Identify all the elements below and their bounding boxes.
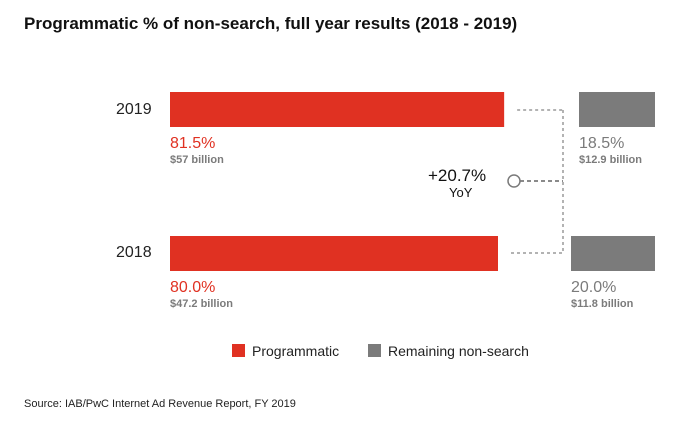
amount-label-programmatic-2019: $57 billion [170, 154, 224, 166]
legend-label-programmatic: Programmatic [252, 343, 340, 359]
amount-label-programmatic-2018: $47.2 billion [170, 298, 233, 310]
yoy-value: +20.7% [428, 166, 487, 185]
category-label-2019: 2019 [116, 101, 152, 118]
source-note: Source: IAB/PwC Internet Ad Revenue Repo… [24, 398, 296, 410]
data-label-remaining-2018: 20.0% [571, 279, 617, 296]
amount-label-remaining-2019: $12.9 billion [579, 154, 642, 166]
data-label-remaining-2019: 18.5% [579, 135, 625, 152]
bar-programmatic-2018 [170, 236, 498, 271]
amount-label-remaining-2018: $11.8 billion [571, 298, 634, 310]
yoy-marker [507, 174, 521, 188]
bar-remaining-2019 [579, 92, 655, 127]
legend-swatch-remaining [368, 344, 381, 357]
bar-remaining-2018 [571, 236, 655, 271]
chart-title: Programmatic % of non-search, full year … [24, 14, 518, 33]
bar-programmatic-2019 [170, 92, 505, 127]
legend-label-remaining: Remaining non-search [388, 343, 529, 359]
legend-swatch-programmatic [232, 344, 245, 357]
data-label-programmatic-2018: 80.0% [170, 279, 216, 296]
data-label-programmatic-2019: 81.5% [170, 135, 216, 152]
category-label-2018: 2018 [116, 244, 152, 261]
yoy-label: YoY [449, 185, 473, 200]
